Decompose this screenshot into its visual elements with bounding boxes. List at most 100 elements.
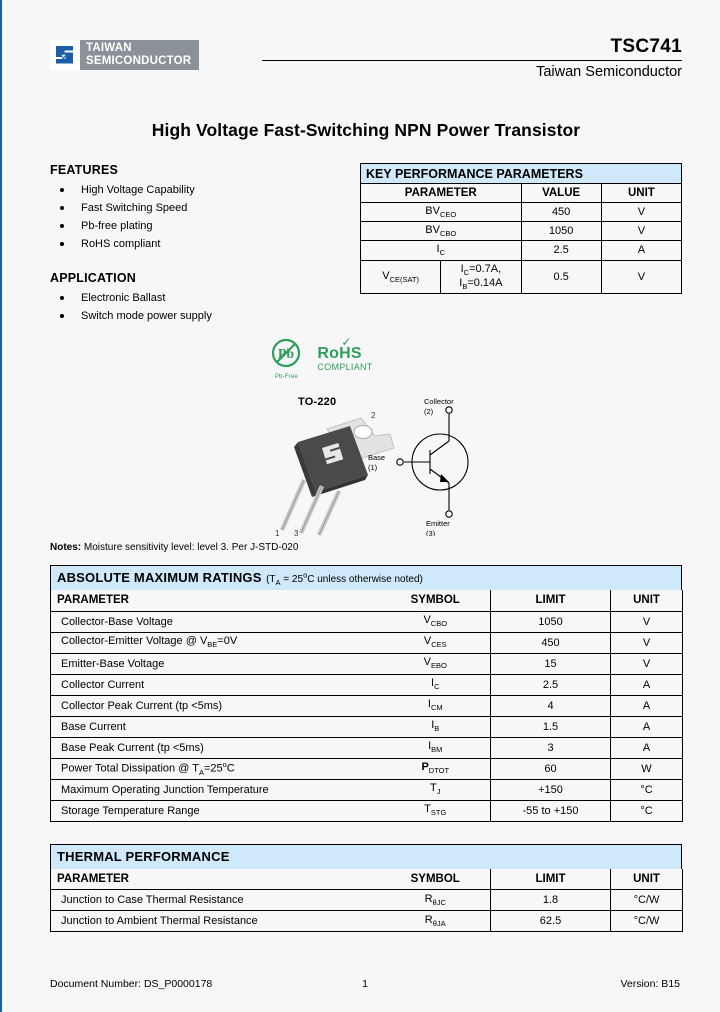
list-item: RoHS compliant xyxy=(50,235,350,253)
header-right: TSC741 Taiwan Semiconductor xyxy=(262,36,682,81)
table-row: Junction to Case Thermal Resistance RθJC… xyxy=(50,889,683,911)
application-list: Electronic Ballast Switch mode power sup… xyxy=(50,289,350,325)
kpp-unit: V xyxy=(600,221,683,242)
features-list: High Voltage Capability Fast Switching S… xyxy=(50,181,350,253)
table-row: Collector-Base Voltage VCBO 1050 V xyxy=(50,611,683,633)
kpp-param-bvceo: BVCEO xyxy=(360,201,522,223)
list-item: Electronic Ballast xyxy=(50,289,350,307)
amr-symbol: VCBO xyxy=(380,611,491,633)
amr-limit: 60 xyxy=(490,758,611,780)
amr-limit: -55 to +150 xyxy=(490,800,611,822)
amr-parameter: Collector Peak Current (tp <5ms) xyxy=(50,695,381,717)
table-header-row: PARAMETER VALUE UNIT xyxy=(360,183,683,203)
pin-number-2: 2 xyxy=(371,411,376,420)
amr-limit: 3 xyxy=(490,737,611,759)
thermal-col-parameter: PARAMETER xyxy=(50,868,381,890)
thermal-col-limit: LIMIT xyxy=(490,868,611,890)
thermal-limit: 62.5 xyxy=(490,910,611,932)
absolute-max-table: PARAMETER SYMBOL LIMIT UNIT Collector-Ba… xyxy=(50,590,683,822)
table-header-row: PARAMETER SYMBOL LIMIT UNIT xyxy=(50,868,683,890)
rohs-label: ✓ RoHS xyxy=(317,336,372,362)
rohs-main-text: RoHS xyxy=(317,344,362,362)
amr-col-parameter: PARAMETER xyxy=(50,590,381,612)
table-header-row: PARAMETER SYMBOL LIMIT UNIT xyxy=(50,590,683,612)
amr-unit: A xyxy=(610,695,683,717)
thermal-parameter: Junction to Ambient Thermal Resistance xyxy=(50,910,381,932)
table-row: Storage Temperature Range TSTG -55 to +1… xyxy=(50,800,683,822)
kpp-value: 450 xyxy=(520,201,602,223)
amr-unit: V xyxy=(610,632,683,654)
to220-package-drawing: 2 1 3 xyxy=(275,411,395,536)
thermal-unit: °C/W xyxy=(610,889,683,911)
amr-parameter: Emitter-Base Voltage xyxy=(50,653,381,675)
amr-symbol: IC xyxy=(380,674,491,696)
amr-parameter: Collector-Emitter Voltage @ VBE=0V xyxy=(50,632,381,654)
absolute-max-note: (TA = 25oC unless otherwise noted) xyxy=(266,570,423,587)
document-number: Document Number: DS_P0000178 xyxy=(50,978,213,990)
amr-limit: 4 xyxy=(490,695,611,717)
thermal-limit: 1.8 xyxy=(490,889,611,911)
table-row: Base Current IB 1.5 A xyxy=(50,716,683,738)
rohs-compliant-text: COMPLIANT xyxy=(317,361,373,372)
thermal-unit: °C/W xyxy=(610,910,683,932)
amr-symbol: VCES xyxy=(380,632,491,654)
collector-pin-number: (2) xyxy=(424,407,434,416)
amr-symbol: ICM xyxy=(380,695,491,717)
part-number: TSC741 xyxy=(610,36,682,57)
amr-unit: A xyxy=(610,737,683,759)
kpp-unit: V xyxy=(600,201,683,223)
kpp-unit: V xyxy=(600,259,683,294)
pin-number-1: 1 xyxy=(275,529,280,536)
thermal-banner: THERMAL PERFORMANCE xyxy=(50,843,682,869)
amr-parameter: Base Current xyxy=(50,716,381,738)
base-label: Base xyxy=(368,453,385,462)
amr-unit: V xyxy=(610,611,683,633)
table-row: Collector Current IC 2.5 A xyxy=(50,674,683,696)
certification-logos: Pb Pb-Free ✓ RoHS COMPLIANT xyxy=(50,336,682,380)
list-item: Fast Switching Speed xyxy=(50,199,350,217)
amr-unit: °C xyxy=(610,800,683,822)
absolute-max-title: ABSOLUTE MAXIMUM RATINGS xyxy=(57,570,262,585)
table-row: Junction to Ambient Thermal Resistance R… xyxy=(50,910,683,932)
pin-number-3: 3 xyxy=(294,529,299,536)
amr-symbol: TSTG xyxy=(380,800,491,822)
amr-unit: V xyxy=(610,653,683,675)
kpp-col-parameter: PARAMETER xyxy=(360,183,522,203)
table-row: VCE(SAT) IC=0.7A, IB=0.14A 0.5 V xyxy=(359,259,683,294)
amr-symbol: PDTOT xyxy=(380,758,491,780)
absolute-max-ratings-block: ABSOLUTE MAXIMUM RATINGS (TA = 25oC unle… xyxy=(50,565,683,822)
list-item: Switch mode power supply xyxy=(50,307,350,325)
version-label: Version: B15 xyxy=(620,978,680,990)
kpp-value: 0.5 xyxy=(520,259,602,294)
amr-parameter: Power Total Dissipation @ TA=25oC xyxy=(50,758,381,780)
list-item: Pb-free plating xyxy=(50,217,350,235)
table-row: Collector Peak Current (tp <5ms) ICM 4 A xyxy=(50,695,683,717)
thermal-title: THERMAL PERFORMANCE xyxy=(57,848,230,864)
amr-limit: +150 xyxy=(490,779,611,801)
table-row: Collector-Emitter Voltage @ VBE=0V VCES … xyxy=(50,632,683,654)
amr-limit: 15 xyxy=(490,653,611,675)
table-row: BVCEO 450 V xyxy=(360,201,683,223)
thermal-col-symbol: SYMBOL xyxy=(380,868,491,890)
kpp-column: KEY PERFORMANCE PARAMETERS PARAMETER VAL… xyxy=(350,163,683,325)
table-row: KEY PERFORMANCE PARAMETERS xyxy=(360,163,682,184)
thermal-table: PARAMETER SYMBOL LIMIT UNIT Junction to … xyxy=(50,868,683,932)
kpp-col-value: VALUE xyxy=(520,183,602,203)
page-number: 1 xyxy=(362,978,368,990)
thermal-symbol: RθJA xyxy=(380,910,491,932)
absolute-max-banner: ABSOLUTE MAXIMUM RATINGS (TA = 25oC unle… xyxy=(50,565,682,590)
table-row: Power Total Dissipation @ TA=25oC PDTOT … xyxy=(50,758,683,780)
amr-col-limit: LIMIT xyxy=(490,590,611,612)
amr-unit: A xyxy=(610,716,683,738)
notes-text: Moisture sensitivity level: level 3. Per… xyxy=(83,542,299,553)
table-row: BVCBO 1050 V xyxy=(360,221,683,242)
thermal-col-unit: UNIT xyxy=(610,868,683,890)
amr-parameter: Storage Temperature Range xyxy=(50,800,381,822)
page-content: TAIWAN SEMICONDUCTOR TSC741 Taiwan Semic… xyxy=(50,0,683,932)
kpp-col-unit: UNIT xyxy=(600,183,683,203)
thermal-performance-block: THERMAL PERFORMANCE PARAMETER SYMBOL LIM… xyxy=(50,843,683,932)
thermal-symbol: RθJC xyxy=(380,889,491,911)
rohs-logo: ✓ RoHS COMPLIANT xyxy=(317,336,373,372)
emitter-pin-number: (3) xyxy=(426,529,436,536)
